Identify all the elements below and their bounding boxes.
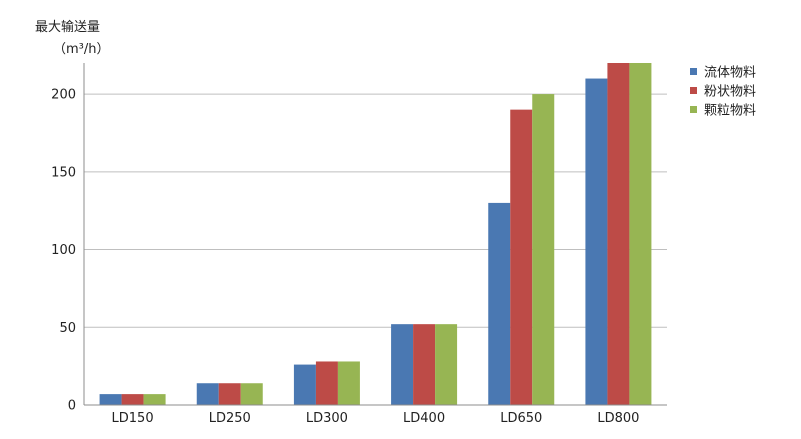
bar-LD400-流体物料 xyxy=(391,324,414,405)
bar-LD250-颗粒物料 xyxy=(240,383,263,405)
legend-label: 流体物料 xyxy=(704,66,756,81)
bar-LD150-流体物料 xyxy=(99,394,122,405)
bar-LD650-粉状物料 xyxy=(510,109,533,406)
bar-LD800-流体物料 xyxy=(585,78,608,405)
y-tick-label: 150 xyxy=(51,165,76,180)
bar-LD150-粉状物料 xyxy=(121,394,144,405)
y-axis-label: 最大输送量 xyxy=(35,19,100,35)
bar-LD650-颗粒物料 xyxy=(532,94,555,405)
x-tick-label: LD800 xyxy=(597,411,639,426)
bar-LD400-颗粒物料 xyxy=(435,324,458,405)
y-tick-label: 50 xyxy=(59,321,76,336)
bar-LD150-颗粒物料 xyxy=(143,394,166,405)
x-tick-label: LD650 xyxy=(500,411,542,426)
x-tick-label: LD300 xyxy=(306,411,348,426)
legend-swatch xyxy=(690,68,697,75)
gridlines xyxy=(84,93,667,328)
bar-LD800-颗粒物料 xyxy=(629,63,652,405)
y-tick-label: 100 xyxy=(51,243,76,258)
legend-swatch xyxy=(690,87,697,94)
bar-LD300-流体物料 xyxy=(293,364,316,405)
bars xyxy=(99,63,652,406)
bar-LD300-颗粒物料 xyxy=(337,361,360,405)
y-tick-label: 200 xyxy=(51,88,76,103)
bar-LD800-粉状物料 xyxy=(607,63,630,405)
x-tick-labels: LD150 LD250 LD300 LD400 LD650 LD800 xyxy=(112,411,640,426)
bar-LD650-流体物料 xyxy=(488,202,511,405)
x-tick-label: LD250 xyxy=(209,411,251,426)
legend-label: 颗粒物料 xyxy=(704,104,756,119)
bar-LD250-流体物料 xyxy=(196,383,219,405)
y-tick-labels: 0 50 100 150 200 xyxy=(51,88,76,414)
y-tick-label: 0 xyxy=(68,399,76,414)
legend-swatch xyxy=(690,106,697,113)
bar-LD400-粉状物料 xyxy=(413,324,436,405)
y-axis-unit: （m³/h） xyxy=(53,42,110,57)
x-tick-label: LD400 xyxy=(403,411,445,426)
bar-LD250-粉状物料 xyxy=(218,383,241,405)
bar-LD300-粉状物料 xyxy=(315,361,338,405)
x-tick-label: LD150 xyxy=(112,411,154,426)
legend-label: 粉状物料 xyxy=(704,85,756,100)
